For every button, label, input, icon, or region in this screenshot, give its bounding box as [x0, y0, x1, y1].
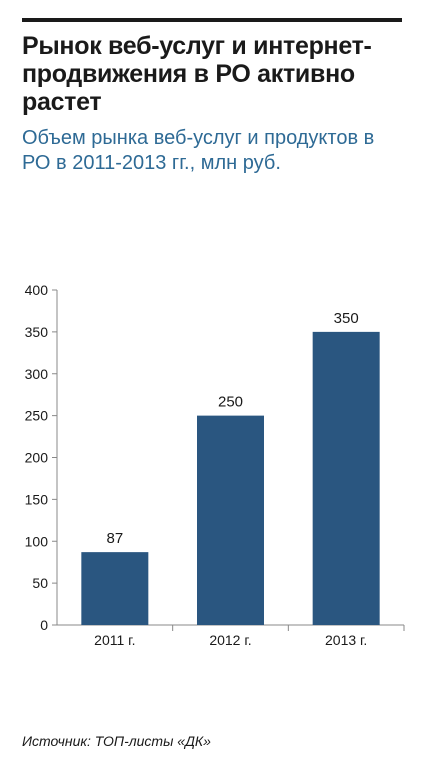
- bar-2: [197, 415, 264, 625]
- x-category-label: 2012 г.: [209, 632, 251, 648]
- data-label: 87: [106, 530, 123, 547]
- y-tick-label: 0: [40, 617, 48, 633]
- y-tick-label: 250: [25, 408, 49, 424]
- bar-chart: 0 50 100 150 200 250 300 350 400 87 2011 г. 250 2012…: [25, 282, 405, 648]
- data-label: 250: [218, 394, 243, 411]
- x-category-label: 2011 г.: [94, 632, 135, 648]
- y-tick-label: 100: [25, 533, 49, 549]
- chart-subtitle: Объем рынка веб-услуг и продуктов в РО в…: [22, 127, 375, 174]
- y-tick-label: 350: [25, 324, 49, 340]
- y-tick-label: 300: [25, 366, 49, 382]
- bar-3: [312, 331, 380, 625]
- y-tick-label: 50: [32, 575, 48, 591]
- y-tick-label: 200: [25, 450, 49, 466]
- source-note: Источник: ТОП-листы «ДК»: [22, 733, 211, 749]
- x-category-label: 2013 г.: [325, 632, 367, 648]
- top-rule: [22, 18, 402, 22]
- y-tick-label: 400: [25, 282, 49, 298]
- data-label: 350: [334, 310, 359, 327]
- chart-title: Рынок веб-услуг и интернет-продвижения в…: [22, 32, 372, 116]
- y-tick-label: 150: [25, 491, 49, 507]
- bar-1: [81, 552, 149, 625]
